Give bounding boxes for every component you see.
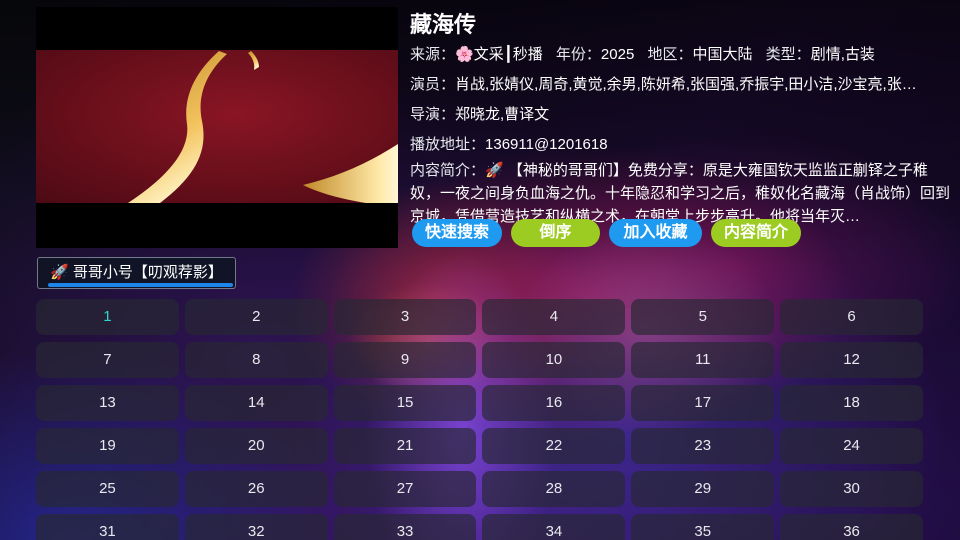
episode-cell[interactable]: 26 <box>184 471 328 507</box>
episode-cell[interactable]: 19 <box>36 428 179 464</box>
year-value: 2025 <box>600 46 635 63</box>
episode-cell[interactable]: 23 <box>631 428 775 464</box>
episode-cell[interactable]: 8 <box>184 342 328 378</box>
episode-cell[interactable]: 27 <box>333 471 477 507</box>
episode-cell[interactable]: 32 <box>184 514 328 540</box>
poster-art <box>36 7 398 248</box>
episode-grid: 1 2 3 4 5 6 7 8 9 10 11 12 13 14 15 16 17 18 19 20 21 22 23 24 2… <box>36 299 923 540</box>
episode-cell[interactable]: 17 <box>631 385 775 421</box>
source-tab-active[interactable]: 🚀 哥哥小号【叨观荐影】 <box>37 257 236 289</box>
meta-line-actors: 演员：肖战,张婧仪,周奇,黄觉,余男,陈妍希,张国强,乔振宇,田小洁,沙宝亮,张… <box>410 72 956 98</box>
page-title: 藏海传 <box>410 12 477 37</box>
episode-cell[interactable]: 35 <box>631 514 775 540</box>
episode-cell[interactable]: 2 <box>184 299 328 335</box>
episode-cell[interactable]: 31 <box>36 514 179 540</box>
episode-cell[interactable]: 4 <box>482 299 626 335</box>
add-favorite-button[interactable]: 加入收藏 <box>609 219 702 247</box>
actors-value: 肖战,张婧仪,周奇,黄觉,余男,陈妍希,张国强,乔振宇,田小洁,沙宝亮,张… <box>455 76 917 93</box>
genre-value: 剧情,古装 <box>810 46 875 63</box>
detail-panel: 藏海传 来源：🌸文采┃秒播 年份：2025 地区：中国大陆 类型：剧情,古装 演… <box>410 12 956 228</box>
episode-cell[interactable]: 16 <box>482 385 626 421</box>
episode-cell[interactable]: 11 <box>631 342 775 378</box>
episode-cell[interactable]: 22 <box>482 428 626 464</box>
play-url-value: 136911@1201618 <box>485 136 608 153</box>
description-text: 🚀 【神秘的哥哥们】免费分享：原是大雍国钦天监监正蒯铎之子稚奴，一夜之间身负血海… <box>410 162 951 225</box>
episode-cell[interactable]: 14 <box>184 385 328 421</box>
episode-cell[interactable]: 15 <box>333 385 477 421</box>
play-url-label: 播放地址： <box>410 136 486 153</box>
genre-label: 类型： <box>765 46 811 63</box>
region-value: 中国大陆 <box>692 46 753 63</box>
description-label: 内容简介： <box>410 162 486 179</box>
episode-cell[interactable]: 25 <box>36 471 179 507</box>
gold-ribbon-art <box>128 51 398 203</box>
episode-cell[interactable]: 34 <box>482 514 626 540</box>
episode-cell[interactable]: 28 <box>482 471 626 507</box>
episode-cell[interactable]: 12 <box>780 342 923 378</box>
episode-cell[interactable]: 36 <box>780 514 923 540</box>
episode-cell[interactable]: 33 <box>333 514 477 540</box>
episode-cell[interactable]: 7 <box>36 342 179 378</box>
director-label: 导演： <box>410 106 456 123</box>
video-preview[interactable] <box>36 7 398 248</box>
source-label: 来源： <box>410 46 456 63</box>
episode-cell[interactable]: 9 <box>333 342 477 378</box>
actors-label: 演员： <box>410 76 456 93</box>
content-intro-button[interactable]: 内容简介 <box>711 219 801 247</box>
meta-line-play-url: 播放地址：136911@1201618 <box>410 132 956 158</box>
episode-cell[interactable]: 13 <box>36 385 179 421</box>
episode-cell[interactable]: 3 <box>333 299 477 335</box>
episode-cell[interactable]: 20 <box>184 428 328 464</box>
episode-cell[interactable]: 6 <box>780 299 923 335</box>
year-label: 年份： <box>555 46 601 63</box>
episode-cell[interactable]: 30 <box>780 471 923 507</box>
meta-line-director: 导演：郑晓龙,曹译文 <box>410 102 956 128</box>
episode-cell[interactable]: 10 <box>482 342 626 378</box>
reverse-order-button[interactable]: 倒序 <box>511 219 600 247</box>
region-label: 地区： <box>647 46 693 63</box>
action-button-row: 快速搜索 倒序 加入收藏 内容简介 <box>412 219 801 247</box>
source-value: 🌸文采┃秒播 <box>455 46 543 63</box>
episode-cell[interactable]: 18 <box>780 385 923 421</box>
description: 内容简介：🚀 【神秘的哥哥们】免费分享：原是大雍国钦天监监正蒯铎之子稚奴，一夜之… <box>410 159 956 228</box>
episode-cell[interactable]: 5 <box>631 299 775 335</box>
director-value: 郑晓龙,曹译文 <box>455 106 550 123</box>
episode-cell[interactable]: 21 <box>333 428 477 464</box>
episode-cell[interactable]: 24 <box>780 428 923 464</box>
meta-line-source: 来源：🌸文采┃秒播 年份：2025 地区：中国大陆 类型：剧情,古装 <box>410 42 956 68</box>
quick-search-button[interactable]: 快速搜索 <box>412 219 502 247</box>
episode-cell[interactable]: 29 <box>631 471 775 507</box>
episode-cell[interactable]: 1 <box>36 299 179 335</box>
